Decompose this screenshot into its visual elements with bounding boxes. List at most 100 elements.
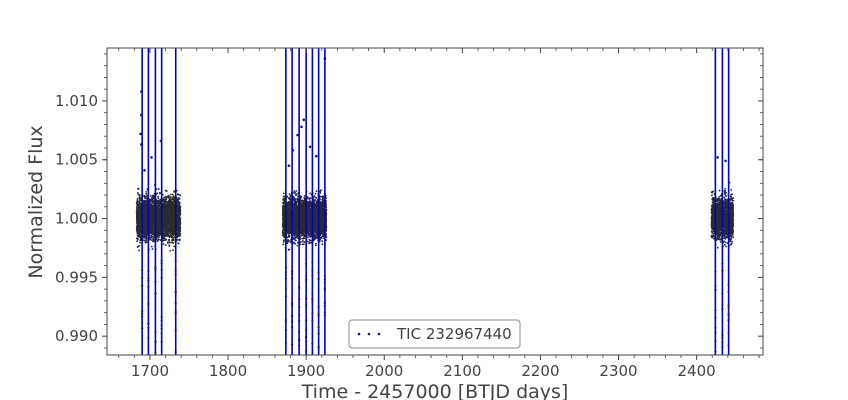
flux-point bbox=[170, 193, 172, 196]
flux-point bbox=[136, 211, 139, 214]
flux-point bbox=[169, 249, 172, 252]
flux-point bbox=[169, 211, 172, 214]
flux-point bbox=[142, 225, 145, 228]
flux-point bbox=[158, 209, 161, 212]
flux-point bbox=[166, 231, 169, 234]
flux-point bbox=[172, 199, 175, 202]
flux-point bbox=[144, 224, 147, 227]
flux-point bbox=[151, 228, 154, 231]
flux-point bbox=[172, 232, 175, 235]
flux-point bbox=[170, 241, 173, 244]
flux-point bbox=[138, 205, 141, 208]
flux-point bbox=[156, 239, 159, 242]
flux-point bbox=[176, 238, 179, 241]
flux-point bbox=[145, 195, 147, 198]
flux-point bbox=[171, 207, 174, 210]
flux-point bbox=[145, 216, 148, 219]
flux-point bbox=[143, 220, 146, 223]
flux-point bbox=[149, 232, 151, 234]
flux-point bbox=[164, 226, 167, 229]
flux-point bbox=[136, 219, 139, 222]
flux-point bbox=[169, 232, 172, 235]
flux-point bbox=[169, 216, 172, 219]
flux-point bbox=[159, 217, 162, 220]
flux-point bbox=[170, 200, 173, 203]
flux-point bbox=[152, 204, 155, 207]
flux-point bbox=[155, 236, 158, 239]
flux-point bbox=[143, 227, 145, 230]
flux-point bbox=[171, 228, 174, 231]
flux-point bbox=[149, 195, 152, 197]
flux-point bbox=[170, 239, 173, 242]
flux-point bbox=[166, 215, 169, 218]
flux-point bbox=[145, 239, 148, 241]
flux-point bbox=[156, 204, 158, 207]
flux-point bbox=[171, 231, 174, 234]
flux-point bbox=[144, 232, 147, 235]
flux-point bbox=[321, 243, 324, 246]
flux-point bbox=[150, 245, 153, 248]
flux-point bbox=[173, 224, 175, 227]
flux-point bbox=[145, 222, 148, 225]
flux-point bbox=[138, 200, 141, 203]
flux-point bbox=[177, 222, 180, 225]
flux-point bbox=[173, 227, 175, 230]
flux-point bbox=[170, 223, 173, 226]
flux-point bbox=[167, 235, 169, 238]
flux-point bbox=[136, 230, 139, 232]
flux-point bbox=[152, 220, 155, 223]
flux-point bbox=[168, 224, 171, 227]
flux-point bbox=[145, 190, 148, 193]
flux-point bbox=[137, 225, 139, 228]
flux-point bbox=[157, 216, 160, 219]
flux-point bbox=[168, 197, 171, 200]
flux-point bbox=[162, 230, 165, 233]
flux-point bbox=[166, 218, 168, 221]
flux-point bbox=[157, 197, 160, 200]
flux-point bbox=[145, 241, 148, 243]
flux-point bbox=[137, 206, 140, 209]
flux-point bbox=[144, 240, 147, 243]
flux-point bbox=[172, 221, 175, 224]
flux-point bbox=[168, 201, 171, 204]
flux-point bbox=[158, 192, 161, 195]
flux-point bbox=[136, 197, 139, 200]
flux-point bbox=[157, 201, 160, 204]
flux-point bbox=[178, 218, 181, 221]
flux-point bbox=[158, 203, 161, 206]
flux-point bbox=[151, 223, 153, 225]
flux-point bbox=[177, 232, 179, 235]
flux-point bbox=[145, 193, 148, 195]
flux-point bbox=[149, 211, 152, 214]
flux-point bbox=[136, 232, 139, 235]
flux-point bbox=[169, 196, 172, 198]
flux-point bbox=[157, 195, 160, 198]
flux-point bbox=[149, 225, 152, 227]
flux-point bbox=[145, 208, 148, 211]
flux-point bbox=[170, 206, 172, 209]
flux-point bbox=[177, 193, 179, 196]
flux-point bbox=[165, 235, 167, 238]
flux-point bbox=[164, 198, 167, 201]
flux-point bbox=[163, 212, 166, 215]
flux-point bbox=[139, 225, 141, 228]
flux-point bbox=[178, 208, 181, 211]
flux-point bbox=[138, 229, 141, 231]
flux-point bbox=[165, 222, 168, 224]
flux-point bbox=[164, 195, 167, 198]
flux-point bbox=[149, 203, 152, 206]
flux-point bbox=[169, 234, 171, 237]
flux-point bbox=[313, 195, 316, 197]
flux-point bbox=[152, 202, 155, 205]
flux-point bbox=[150, 239, 153, 242]
flux-point bbox=[138, 233, 141, 235]
flux-point bbox=[171, 218, 174, 221]
flux-point bbox=[144, 211, 147, 214]
flux-point bbox=[178, 224, 181, 227]
flux-point bbox=[178, 235, 181, 238]
flux-point bbox=[136, 208, 139, 211]
flux-point bbox=[152, 240, 155, 243]
flux-point bbox=[179, 210, 181, 213]
flux-point bbox=[137, 222, 140, 225]
